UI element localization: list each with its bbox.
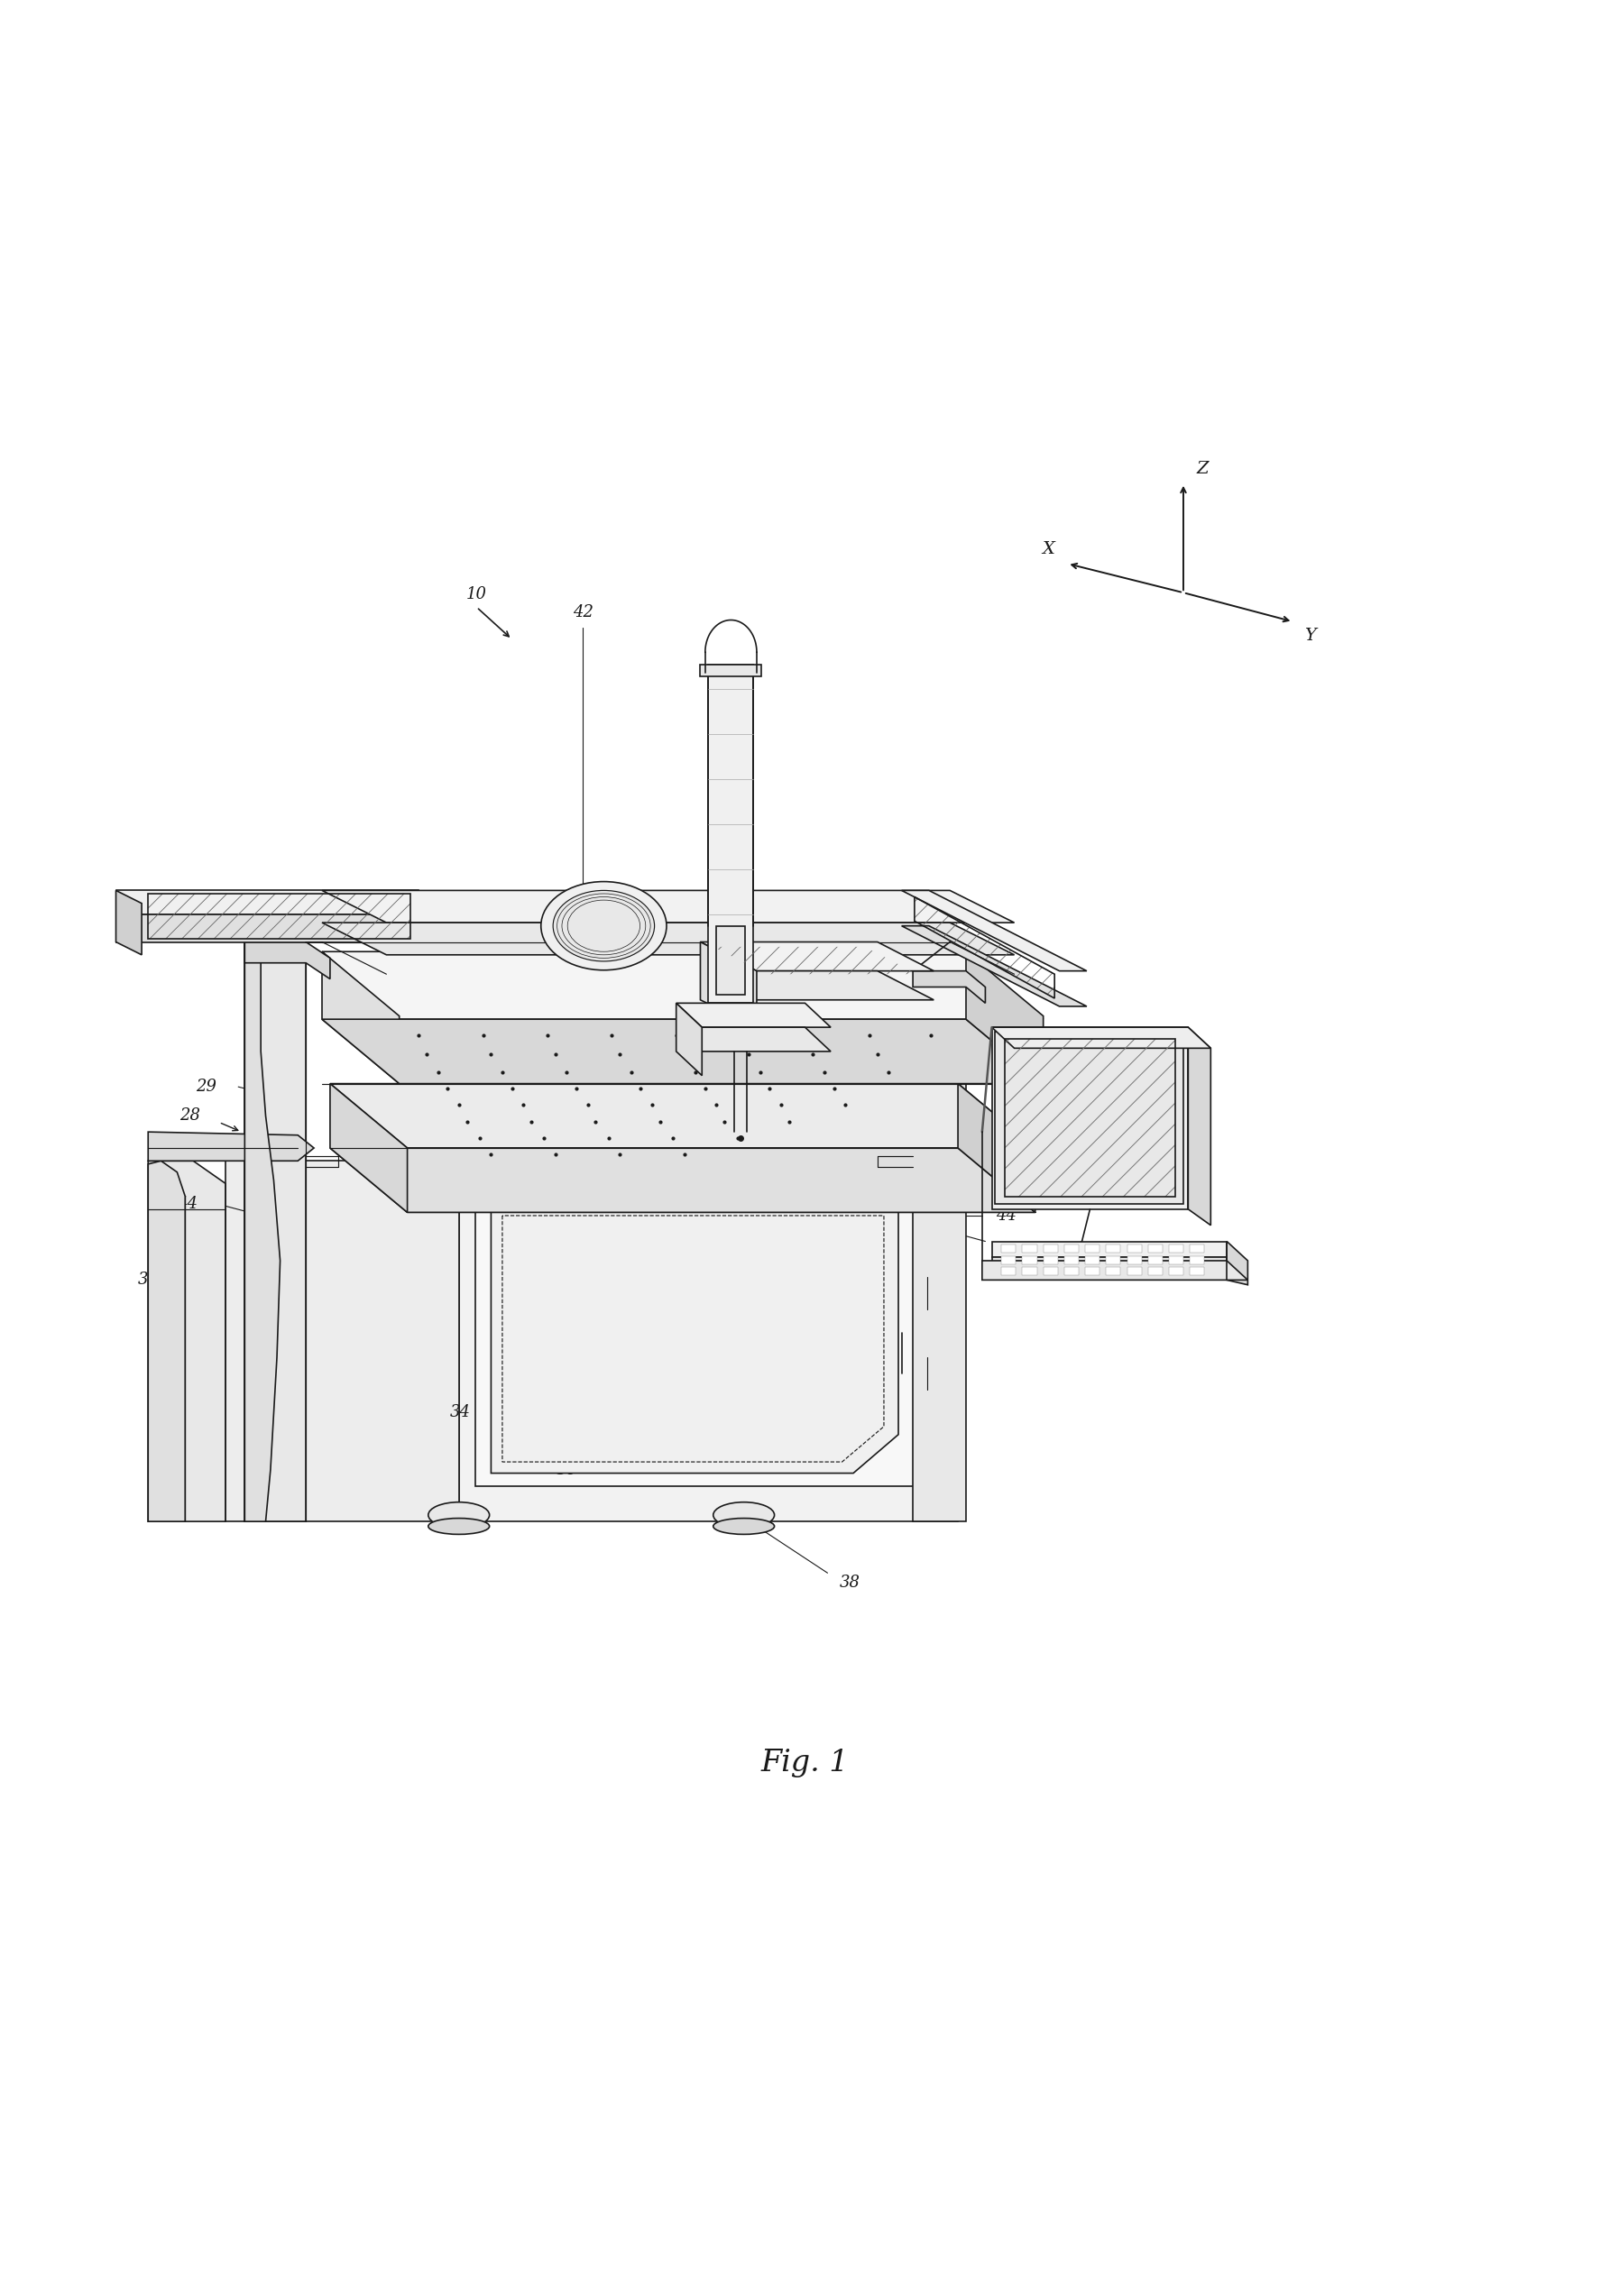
Polygon shape: [992, 1026, 1188, 1210]
Bar: [1085, 1256, 1100, 1263]
Polygon shape: [322, 1019, 1043, 1084]
Bar: [1022, 1267, 1037, 1274]
Bar: [1064, 1256, 1079, 1263]
Bar: [1148, 1244, 1162, 1254]
Polygon shape: [966, 951, 1043, 1084]
Text: 28: 28: [180, 1107, 200, 1125]
Polygon shape: [245, 941, 280, 1522]
Polygon shape: [225, 1162, 459, 1522]
Polygon shape: [245, 941, 330, 978]
Polygon shape: [992, 1258, 1227, 1279]
Ellipse shape: [713, 1518, 774, 1534]
Ellipse shape: [713, 1502, 774, 1527]
Text: 36: 36: [557, 1463, 576, 1479]
Polygon shape: [116, 914, 419, 941]
Text: 10: 10: [467, 585, 486, 602]
Bar: [1190, 1267, 1204, 1274]
Polygon shape: [116, 891, 142, 955]
Polygon shape: [700, 666, 762, 677]
Bar: [1022, 1244, 1037, 1254]
Polygon shape: [992, 1026, 1211, 1049]
Bar: [1190, 1256, 1204, 1263]
Bar: [1106, 1256, 1121, 1263]
Polygon shape: [982, 1261, 1248, 1279]
Polygon shape: [995, 1033, 1183, 1205]
Text: Fig. 1: Fig. 1: [762, 1750, 848, 1777]
Polygon shape: [116, 891, 419, 914]
Ellipse shape: [428, 1518, 489, 1534]
Polygon shape: [902, 925, 1087, 1006]
Polygon shape: [459, 1162, 958, 1522]
Polygon shape: [245, 941, 306, 1522]
Text: 34: 34: [451, 1403, 470, 1421]
Bar: [1022, 1256, 1037, 1263]
Text: Z: Z: [1196, 461, 1209, 478]
Bar: [1085, 1244, 1100, 1254]
Bar: [1064, 1244, 1079, 1254]
Polygon shape: [700, 941, 934, 971]
Polygon shape: [330, 1148, 1035, 1212]
Polygon shape: [322, 923, 1014, 955]
Polygon shape: [676, 1003, 831, 1026]
Text: 32: 32: [853, 1421, 873, 1437]
Bar: [1169, 1267, 1183, 1274]
Polygon shape: [700, 971, 934, 999]
Text: 38: 38: [840, 1575, 860, 1591]
Polygon shape: [913, 971, 966, 1522]
Text: 40: 40: [631, 1208, 650, 1224]
Bar: [1106, 1267, 1121, 1274]
Bar: [1106, 1244, 1121, 1254]
Polygon shape: [913, 971, 985, 1003]
Polygon shape: [992, 1242, 1227, 1258]
Polygon shape: [716, 925, 745, 994]
Text: Y: Y: [1304, 629, 1315, 645]
Polygon shape: [322, 951, 399, 1084]
Bar: [1148, 1256, 1162, 1263]
Bar: [1148, 1267, 1162, 1274]
Text: 42: 42: [573, 604, 592, 620]
Polygon shape: [1188, 1026, 1211, 1226]
Bar: [1064, 1267, 1079, 1274]
Text: X: X: [1042, 542, 1055, 558]
Bar: [1001, 1244, 1016, 1254]
Polygon shape: [148, 1162, 225, 1522]
Bar: [1127, 1244, 1141, 1254]
Polygon shape: [708, 666, 753, 1003]
Text: 29: 29: [196, 1079, 216, 1095]
Text: 20: 20: [686, 1001, 705, 1017]
Bar: [1043, 1244, 1058, 1254]
Bar: [1085, 1267, 1100, 1274]
Polygon shape: [902, 891, 1087, 971]
Ellipse shape: [554, 891, 654, 962]
Polygon shape: [475, 1194, 918, 1486]
Text: 30: 30: [138, 1272, 158, 1288]
Polygon shape: [676, 1026, 831, 1052]
Bar: [1001, 1267, 1016, 1274]
Polygon shape: [1038, 1244, 1111, 1261]
Bar: [1001, 1256, 1016, 1263]
Polygon shape: [322, 951, 1043, 1019]
Bar: [1169, 1256, 1183, 1263]
Bar: [1127, 1256, 1141, 1263]
Polygon shape: [1227, 1242, 1248, 1286]
Polygon shape: [676, 1003, 702, 1075]
Text: 44: 44: [997, 1208, 1016, 1224]
Bar: [1043, 1267, 1058, 1274]
Bar: [1043, 1256, 1058, 1263]
Bar: [1169, 1244, 1183, 1254]
Polygon shape: [148, 1162, 185, 1522]
Polygon shape: [148, 1132, 314, 1162]
Polygon shape: [330, 1084, 1035, 1148]
Polygon shape: [700, 941, 757, 1026]
Bar: [1127, 1267, 1141, 1274]
Ellipse shape: [541, 882, 667, 971]
Polygon shape: [958, 1084, 1035, 1212]
Ellipse shape: [428, 1502, 489, 1527]
Polygon shape: [322, 891, 1014, 923]
Text: 44: 44: [177, 1196, 196, 1212]
Text: 30: 30: [998, 1242, 1018, 1258]
Polygon shape: [491, 1205, 898, 1474]
Polygon shape: [330, 1084, 407, 1212]
Bar: [1190, 1244, 1204, 1254]
